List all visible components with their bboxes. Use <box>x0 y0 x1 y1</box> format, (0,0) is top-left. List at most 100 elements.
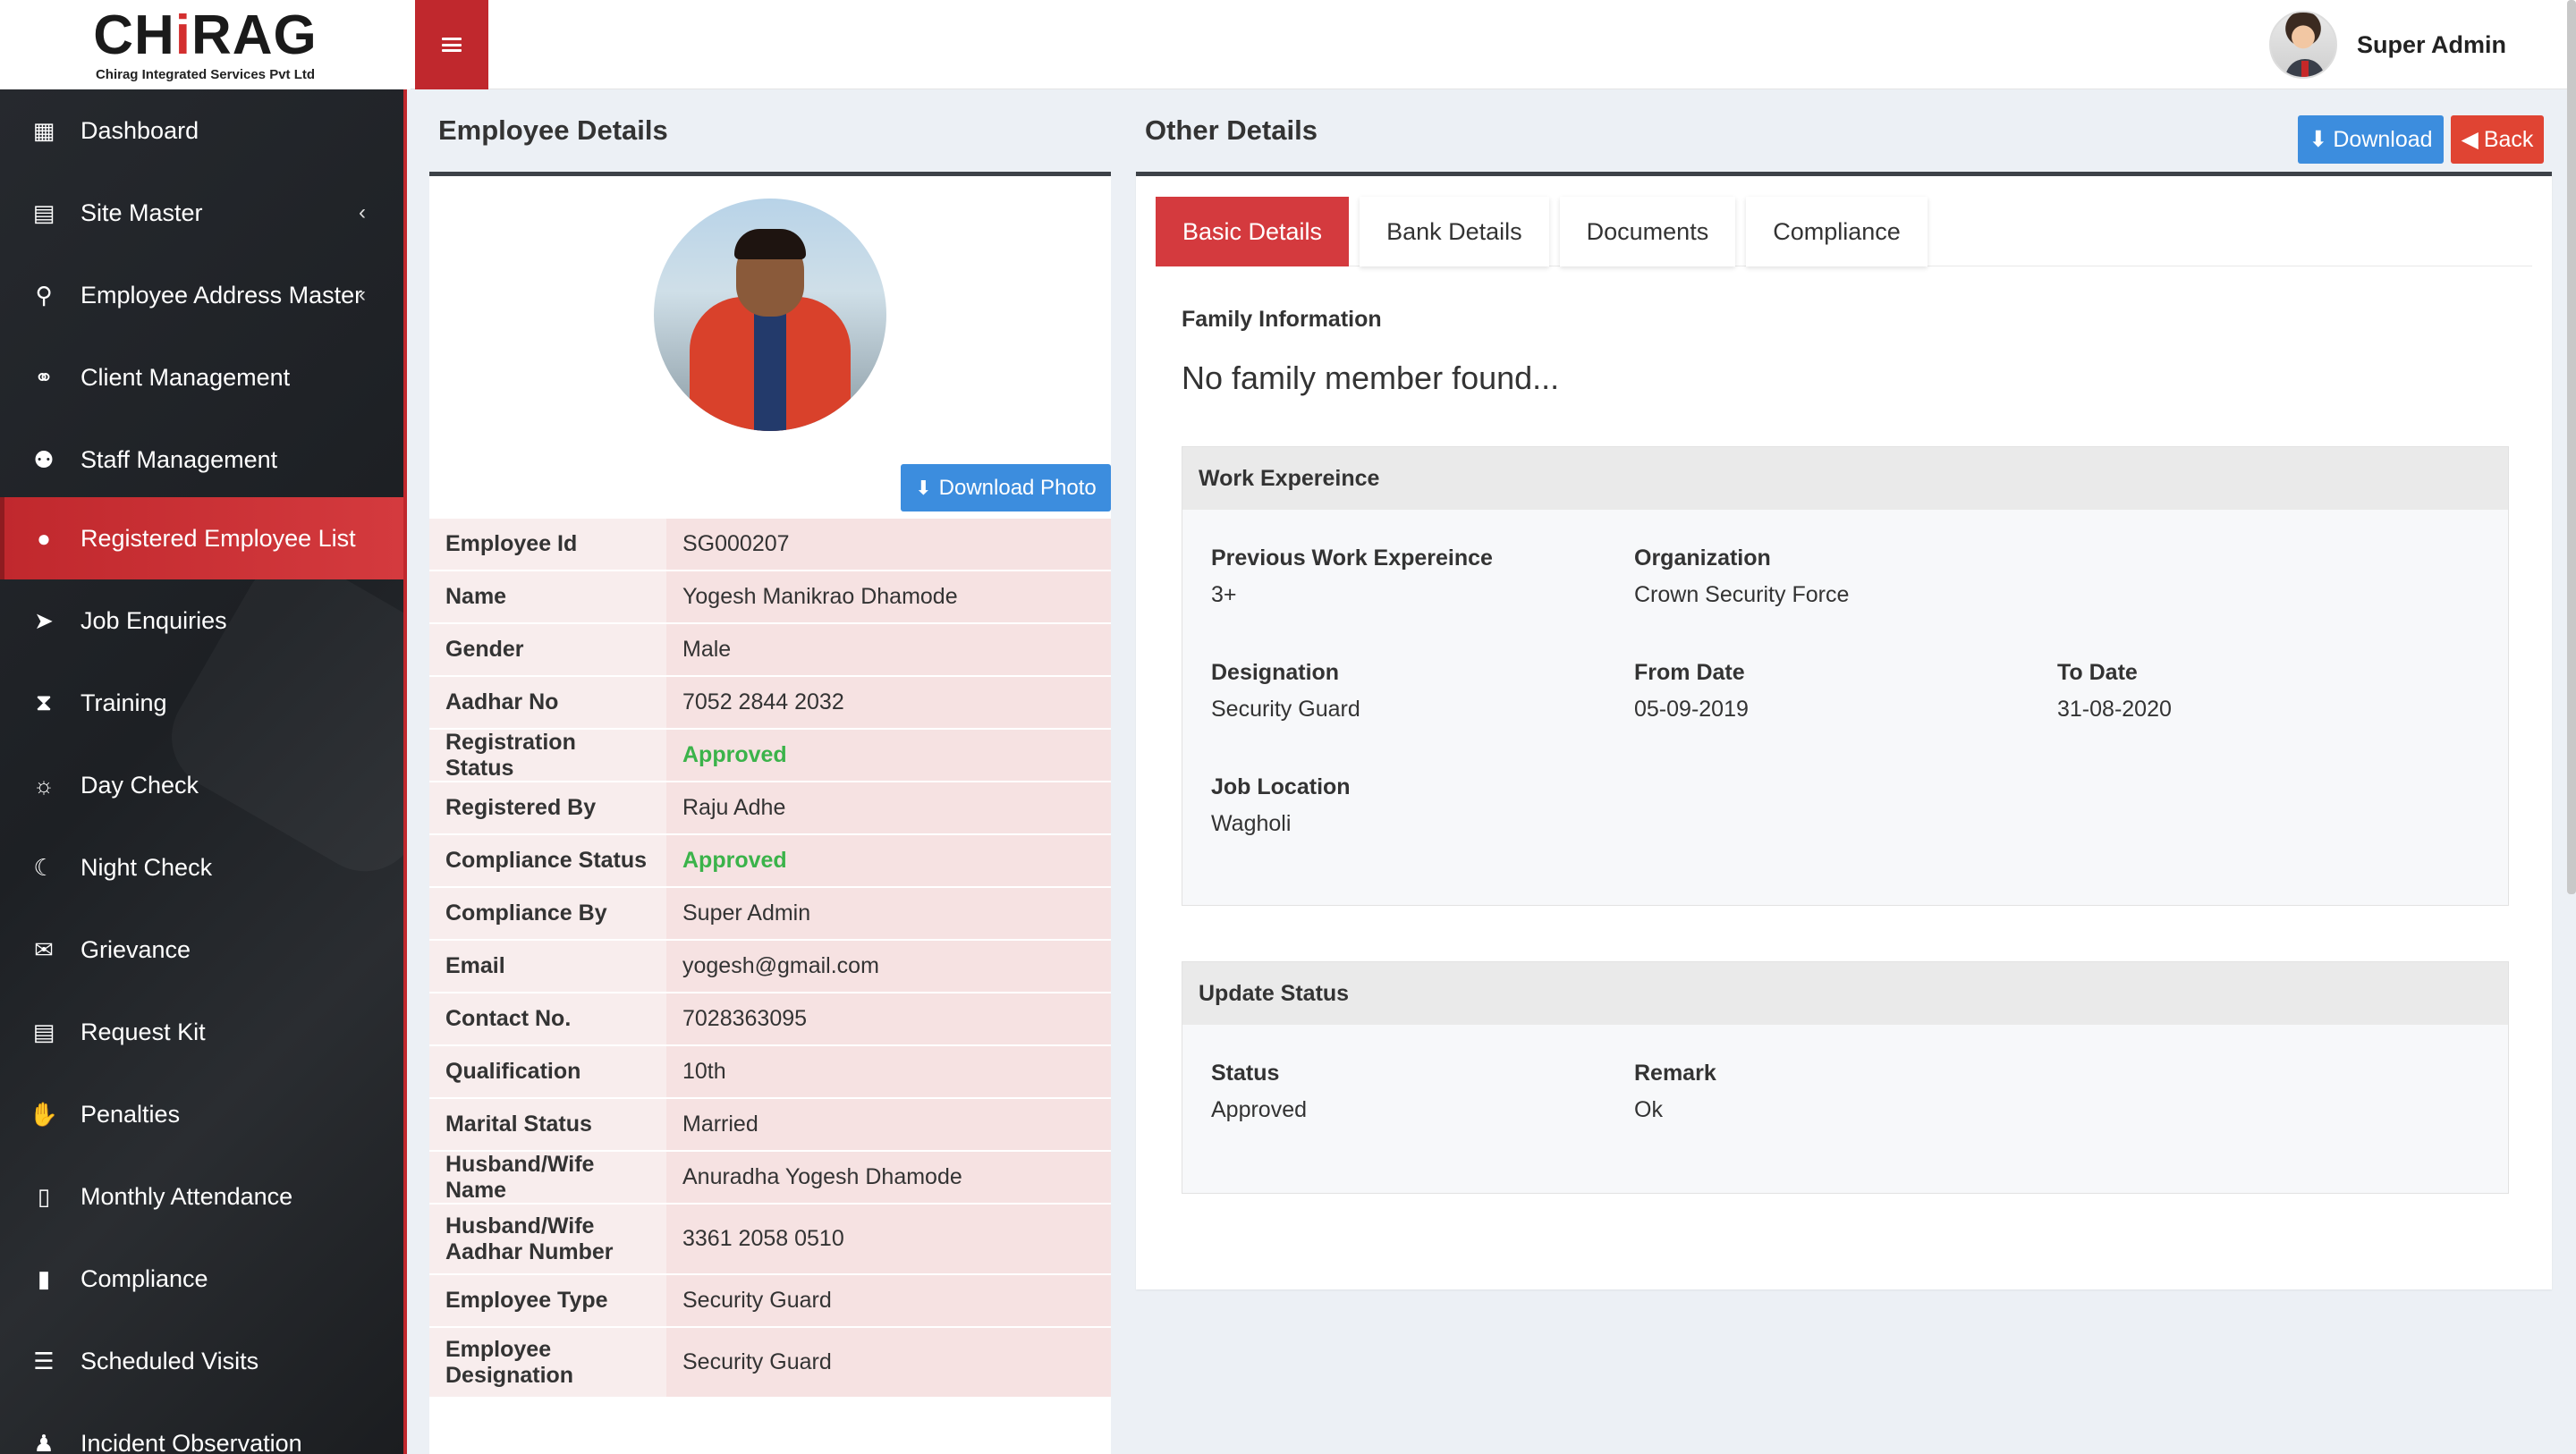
sidebar-item-night-check[interactable]: ☾ Night Check <box>0 826 403 909</box>
list-alt-icon: ▤ <box>32 1018 55 1045</box>
user-menu[interactable]: Super Admin <box>2268 9 2506 80</box>
sidebar-item-label: Client Management <box>80 363 291 391</box>
family-info-label: Family Information <box>1182 307 1382 332</box>
field-value: Approved <box>666 730 1111 781</box>
list-icon: ☰ <box>33 1347 55 1374</box>
field-label: Qualification <box>429 1046 666 1097</box>
table-row: Contact No. 7028363095 <box>429 993 1111 1046</box>
update-status-box: Update Status Status Approved Remark Ok <box>1182 961 2509 1194</box>
sidebar-item-staff-management[interactable]: ⚉ Staff Management <box>0 418 403 501</box>
work-experience-title: Work Expereince <box>1182 447 2508 510</box>
employee-photo <box>654 199 886 431</box>
tab-compliance[interactable]: Compliance <box>1746 197 1928 266</box>
sidebar-item-client-management[interactable]: ⚭ Client Management <box>0 336 403 418</box>
sidebar-item-request-kit[interactable]: ▤ Request Kit <box>0 991 403 1073</box>
user-icon: ● <box>37 524 51 552</box>
field-label: Email <box>429 941 666 992</box>
sidebar-item-penalties[interactable]: ✋ Penalties <box>0 1073 403 1155</box>
table-row: Employee Type Security Guard <box>429 1275 1111 1328</box>
table-row: Email yogesh@gmail.com <box>429 941 1111 993</box>
download-photo-button[interactable]: ⬇ Download Photo <box>901 464 1111 511</box>
sidebar-item-label: Incident Observation <box>80 1429 302 1454</box>
download-icon: ⬇ <box>2309 127 2328 152</box>
hamburger-icon <box>442 38 462 52</box>
dashboard-icon: ▦ <box>32 116 55 144</box>
field-label: Husband/Wife Aadhar Number <box>429 1205 666 1273</box>
hourglass-icon: ⧗ <box>35 689 53 715</box>
table-row: Registration Status Approved <box>429 730 1111 782</box>
table-row: Husband/Wife Aadhar Number 3361 2058 0510 <box>429 1205 1111 1275</box>
tab-basic-details[interactable]: Basic Details <box>1156 197 1350 266</box>
field-value: Married <box>666 1099 1111 1150</box>
field-value: Security Guard <box>666 1275 1111 1326</box>
sidebar-item-compliance[interactable]: ▮ Compliance <box>0 1238 403 1320</box>
sidebar-item-employee-address-master[interactable]: ⚲ Employee Address Master ‹ <box>0 254 403 336</box>
sidebar-item-label: Monthly Attendance <box>80 1182 293 1210</box>
field-label: Gender <box>429 624 666 675</box>
sidebar-item-label: Registered Employee List <box>80 524 356 552</box>
other-details-panel: Basic Details Bank Details Documents Compli… <box>1136 172 2552 1289</box>
tab-documents[interactable]: Documents <box>1559 197 1736 266</box>
table-row: Compliance Status Approved <box>429 835 1111 888</box>
file-text-icon: ▯ <box>37 1182 51 1210</box>
field-label: Husband/Wife Name <box>429 1152 666 1203</box>
sidebar-item-training[interactable]: ⧗ Training <box>0 662 403 744</box>
remark-field: Remark Ok <box>1634 1061 1716 1122</box>
status-field: Status Approved <box>1211 1061 1308 1122</box>
employee-info-table: Employee Id SG000207 Name Yogesh Manikrao D… <box>429 519 1111 1399</box>
table-row: Qualification 10th <box>429 1046 1111 1099</box>
users-icon: ⚉ <box>33 445 55 473</box>
field-label: Employee Id <box>429 519 666 570</box>
field-label: Employee Designation <box>429 1328 666 1397</box>
download-icon: ⬇ <box>915 476 932 499</box>
paper-plane-icon: ➤ <box>34 606 54 634</box>
top-navbar <box>411 0 2576 89</box>
field-value: 7028363095 <box>666 993 1111 1044</box>
sidebar-item-monthly-attendance[interactable]: ▯ Monthly Attendance <box>0 1155 403 1238</box>
sidebar-item-job-enquiries[interactable]: ➤ Job Enquiries <box>0 579 403 662</box>
sidebar-toggle-button[interactable] <box>415 0 488 89</box>
sidebar-item-site-master[interactable]: ▤ Site Master ‹ <box>0 172 403 254</box>
field-label: Aadhar No <box>429 677 666 728</box>
sidebar: ▦ Dashboard ▤ Site Master ‹ ⚲ Employee Address… <box>0 89 407 1454</box>
page-scrollbar[interactable] <box>2567 0 2576 894</box>
field-value: Raju Adhe <box>666 782 1111 833</box>
sidebar-item-label: Employee Address Master <box>80 281 363 309</box>
other-details-title: Other Details <box>1145 114 1318 146</box>
table-row: Employee Designation Security Guard <box>429 1328 1111 1399</box>
sidebar-item-label: Job Enquiries <box>80 606 227 634</box>
table-row: Marital Status Married <box>429 1099 1111 1152</box>
sidebar-item-incident-observation[interactable]: ♟ Incident Observation <box>0 1402 403 1454</box>
field-label: Compliance By <box>429 888 666 939</box>
brand-logo[interactable]: CHiRAG Chirag Integrated Services Pvt Lt… <box>0 0 411 89</box>
sidebar-item-dashboard[interactable]: ▦ Dashboard <box>0 89 403 172</box>
sidebar-item-label: Grievance <box>80 935 191 963</box>
sidebar-item-registered-employee-list[interactable]: ● Registered Employee List <box>0 497 403 579</box>
field-value: Anuradha Yogesh Dhamode <box>666 1152 1111 1203</box>
handshake-icon: ⚭ <box>34 363 54 391</box>
designation-field: Designation Security Guard <box>1211 660 1360 722</box>
employee-details-title: Employee Details <box>438 114 668 146</box>
sidebar-item-scheduled-visits[interactable]: ☰ Scheduled Visits <box>0 1320 403 1402</box>
logo-subtitle: Chirag Integrated Services Pvt Ltd <box>95 66 316 82</box>
field-label: Name <box>429 571 666 622</box>
field-value: 10th <box>666 1046 1111 1097</box>
details-tabs: Basic Details Bank Details Documents Compli… <box>1156 197 2532 266</box>
field-label: Registered By <box>429 782 666 833</box>
chevron-left-icon: ‹ <box>359 283 366 307</box>
sidebar-item-label: Site Master <box>80 199 203 226</box>
field-value: Super Admin <box>666 888 1111 939</box>
tab-bank-details[interactable]: Bank Details <box>1360 197 1549 266</box>
sidebar-item-label: Staff Management <box>80 445 278 473</box>
table-icon: ▤ <box>32 199 55 226</box>
comments-icon: ✉ <box>34 935 54 963</box>
download-button[interactable]: ⬇ Download <box>2298 115 2444 164</box>
field-label: Contact No. <box>429 993 666 1044</box>
sidebar-item-label: Night Check <box>80 853 213 881</box>
back-button[interactable]: ◀ Back <box>2451 115 2544 164</box>
table-row: Registered By Raju Adhe <box>429 782 1111 835</box>
sidebar-item-label: Day Check <box>80 771 199 799</box>
sidebar-item-grievance[interactable]: ✉ Grievance <box>0 909 403 991</box>
sidebar-item-day-check[interactable]: ☼ Day Check <box>0 744 403 826</box>
sidebar-item-label: Request Kit <box>80 1018 206 1045</box>
